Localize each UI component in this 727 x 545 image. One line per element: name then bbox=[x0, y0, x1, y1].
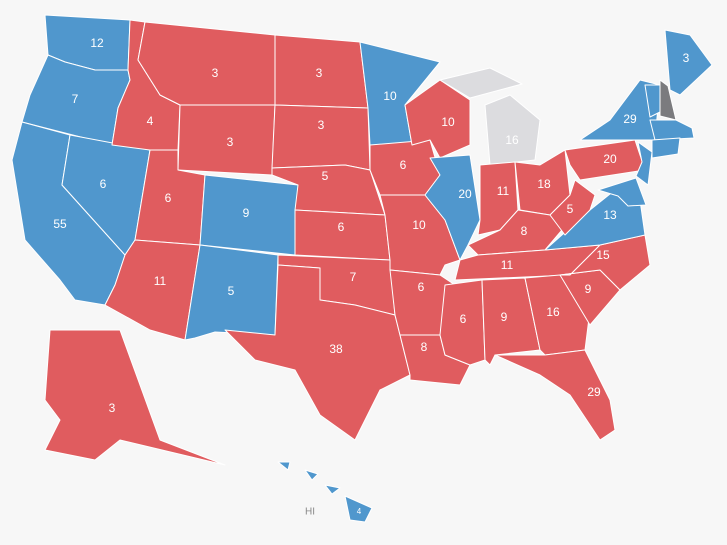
electoral-votes: 38 bbox=[329, 342, 343, 356]
electoral-votes: 4 bbox=[357, 507, 362, 516]
state bbox=[597, 177, 647, 207]
state bbox=[664, 29, 713, 96]
state bbox=[649, 119, 695, 141]
electoral-votes: 16 bbox=[505, 133, 519, 147]
state bbox=[439, 67, 541, 166]
state bbox=[277, 461, 373, 523]
state bbox=[564, 139, 646, 181]
electoral-votes: 11 bbox=[501, 258, 514, 272]
electoral-votes: 29 bbox=[587, 385, 601, 399]
state bbox=[294, 209, 391, 261]
electoral-votes: 4 bbox=[147, 114, 154, 128]
electoral-votes: 7 bbox=[72, 92, 79, 106]
electoral-votes: 7 bbox=[350, 270, 357, 284]
state bbox=[224, 264, 411, 441]
electoral-votes: 18 bbox=[537, 177, 551, 191]
electoral-votes: 5 bbox=[567, 202, 574, 216]
electoral-votes: 6 bbox=[400, 158, 407, 172]
state bbox=[44, 329, 226, 466]
state bbox=[494, 349, 616, 441]
electoral-votes: 20 bbox=[458, 187, 472, 201]
electoral-votes: 16 bbox=[546, 305, 560, 319]
electoral-votes: 8 bbox=[421, 340, 428, 354]
small-states bbox=[597, 79, 695, 207]
state bbox=[137, 21, 276, 106]
electoral-votes: 8 bbox=[521, 224, 528, 238]
state bbox=[549, 179, 596, 236]
electoral-votes: 11 bbox=[154, 274, 167, 288]
electoral-votes: 13 bbox=[603, 208, 617, 222]
electoral-votes: 3 bbox=[318, 118, 325, 132]
electoral-votes: 6 bbox=[338, 220, 345, 234]
electoral-votes: 15 bbox=[596, 248, 610, 262]
electoral-votes: 10 bbox=[383, 89, 397, 103]
electoral-votes: 3 bbox=[316, 66, 323, 80]
electoral-votes: 10 bbox=[412, 218, 426, 232]
electoral-votes: 9 bbox=[585, 282, 592, 296]
electoral-votes: 3 bbox=[109, 401, 116, 415]
electoral-votes: 6 bbox=[460, 312, 467, 326]
electoral-votes: 6 bbox=[165, 191, 172, 205]
electoral-votes: 3 bbox=[683, 51, 690, 65]
state bbox=[635, 141, 653, 186]
labels: 12 7 55 6 4 3 3 6 11 9 5 3 3 5 6 7 38 10 6 10 6 8 10 20 16 11 18 8 1… bbox=[53, 36, 689, 516]
electoral-votes: 29 bbox=[623, 112, 637, 126]
electoral-votes: 9 bbox=[501, 310, 508, 324]
state bbox=[271, 104, 371, 171]
electoral-votes: 6 bbox=[418, 280, 425, 294]
electoral-votes: 3 bbox=[212, 66, 219, 80]
electoral-votes: 55 bbox=[53, 217, 67, 231]
electoral-votes: 20 bbox=[603, 152, 617, 166]
electoral-votes: 12 bbox=[90, 36, 104, 50]
electoral-votes: 5 bbox=[322, 169, 329, 183]
electoral-votes: 10 bbox=[441, 115, 455, 129]
electoral-votes: 5 bbox=[228, 284, 235, 298]
hawaii-label: HI bbox=[305, 507, 315, 518]
electoral-votes: 9 bbox=[243, 206, 250, 220]
electoral-votes: 3 bbox=[227, 135, 234, 149]
electoral-votes: 6 bbox=[100, 177, 107, 191]
states bbox=[11, 14, 713, 523]
electoral-votes: 11 bbox=[497, 184, 510, 198]
